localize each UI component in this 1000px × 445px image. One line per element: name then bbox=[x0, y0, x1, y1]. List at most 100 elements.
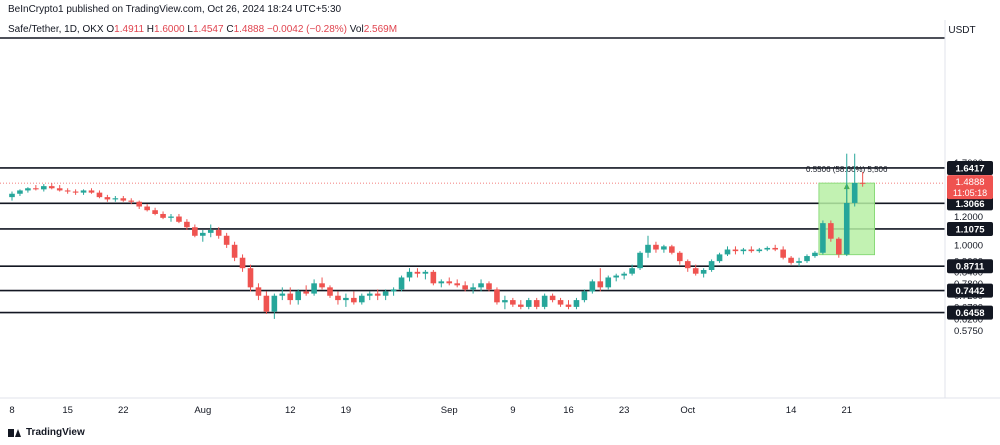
key-level-badge bbox=[947, 305, 993, 320]
candle-body bbox=[382, 291, 389, 296]
candle-body bbox=[33, 188, 39, 190]
candle-body bbox=[319, 283, 325, 288]
candle-body bbox=[366, 293, 373, 296]
candle bbox=[128, 198, 135, 205]
candle-body bbox=[279, 293, 286, 296]
candle-body bbox=[359, 295, 365, 303]
price-tick-label: 0.5750 bbox=[954, 326, 983, 337]
candle bbox=[9, 191, 15, 201]
candle bbox=[184, 219, 190, 231]
candle bbox=[494, 287, 500, 305]
candle-body bbox=[152, 210, 158, 214]
candle-body bbox=[343, 297, 349, 301]
time-tick-label: 19 bbox=[341, 405, 352, 416]
candle-body bbox=[17, 190, 23, 194]
open-label: O bbox=[106, 24, 115, 35]
current-price-badge bbox=[947, 175, 993, 200]
candle bbox=[462, 281, 468, 292]
tradingview-brand: TradingView bbox=[26, 427, 85, 438]
candle-body bbox=[589, 281, 596, 292]
candle-body bbox=[692, 268, 699, 274]
candle bbox=[112, 195, 119, 202]
candle-body bbox=[804, 256, 810, 262]
candle bbox=[311, 279, 317, 296]
candle bbox=[740, 247, 747, 255]
candle-body bbox=[168, 216, 174, 218]
symbol-legend: Safe/Tether, 1D, OKX O1.4911 H1.6000 L1.… bbox=[8, 24, 397, 35]
candle-body bbox=[255, 287, 262, 296]
candle bbox=[581, 289, 588, 303]
candle bbox=[796, 257, 802, 267]
candle bbox=[96, 190, 103, 199]
candle-body bbox=[446, 281, 453, 284]
candle-body bbox=[311, 283, 317, 294]
candle bbox=[72, 189, 79, 195]
candle bbox=[661, 244, 667, 253]
candle bbox=[565, 300, 572, 310]
candle bbox=[788, 256, 794, 265]
candle bbox=[88, 188, 95, 194]
candle bbox=[319, 277, 325, 290]
price-tick-label: 1.0000 bbox=[954, 240, 983, 251]
candle-body bbox=[351, 297, 357, 303]
candle-body bbox=[287, 293, 294, 301]
candle bbox=[820, 220, 826, 255]
high-label: H bbox=[146, 24, 155, 35]
time-tick-label: 9 bbox=[510, 405, 515, 416]
candle-body bbox=[565, 304, 572, 307]
candle-body bbox=[502, 300, 508, 303]
candle-body bbox=[812, 252, 818, 257]
close-value: 1.4888 bbox=[233, 24, 265, 35]
candle-body bbox=[72, 191, 79, 193]
candle-body bbox=[104, 197, 111, 200]
key-level-label: 1.1075 bbox=[955, 224, 985, 235]
candle-body bbox=[820, 223, 826, 253]
candle-body bbox=[851, 182, 858, 203]
candle-body bbox=[510, 300, 516, 305]
candle bbox=[748, 246, 755, 253]
time-tick-label: 12 bbox=[285, 405, 296, 416]
candle-body bbox=[25, 188, 31, 191]
candle-body bbox=[390, 289, 397, 292]
price-tick-label: 1.2000 bbox=[954, 212, 983, 223]
candle bbox=[17, 189, 23, 196]
candle bbox=[597, 268, 604, 292]
candle bbox=[303, 285, 309, 296]
candle-body bbox=[573, 300, 580, 307]
tradingview-footer[interactable]: TradingView bbox=[8, 427, 85, 438]
candle-body bbox=[732, 249, 739, 252]
candle bbox=[215, 227, 222, 239]
candle-body bbox=[740, 249, 747, 252]
currency-label: USDT bbox=[948, 25, 975, 36]
time-axis[interactable]: 8 15 22 Aug 12 19 Sep 9 16 23 Oct 14 21 bbox=[9, 405, 852, 416]
candle-body bbox=[303, 291, 309, 294]
candle-body bbox=[486, 283, 492, 290]
candle-body bbox=[796, 261, 802, 263]
candle bbox=[327, 285, 333, 298]
candle bbox=[223, 232, 230, 248]
candle bbox=[390, 287, 397, 296]
candle-body bbox=[708, 261, 715, 270]
candle bbox=[700, 268, 707, 278]
candle bbox=[470, 283, 476, 294]
key-level-badge bbox=[947, 196, 993, 211]
candle-body bbox=[756, 249, 763, 252]
candle-body bbox=[645, 244, 651, 253]
candle bbox=[231, 241, 238, 262]
candle-body bbox=[128, 200, 135, 202]
time-tick-label: 15 bbox=[62, 405, 73, 416]
candle bbox=[271, 293, 278, 319]
key-level-badge bbox=[947, 221, 993, 236]
symbol-name[interactable]: Safe/Tether, 1D, OKX bbox=[8, 24, 104, 35]
high-value: 1.6000 bbox=[154, 24, 185, 35]
candle bbox=[708, 259, 715, 272]
candle-body bbox=[581, 291, 588, 301]
candle-body bbox=[772, 247, 778, 250]
price-axis[interactable]: USDT1.70001.40001.20001.00000.90000.8400… bbox=[0, 20, 1000, 399]
candle bbox=[486, 281, 492, 292]
candle-body bbox=[597, 281, 604, 288]
candle bbox=[438, 279, 445, 288]
candle bbox=[533, 297, 540, 310]
candle-body bbox=[748, 249, 755, 252]
